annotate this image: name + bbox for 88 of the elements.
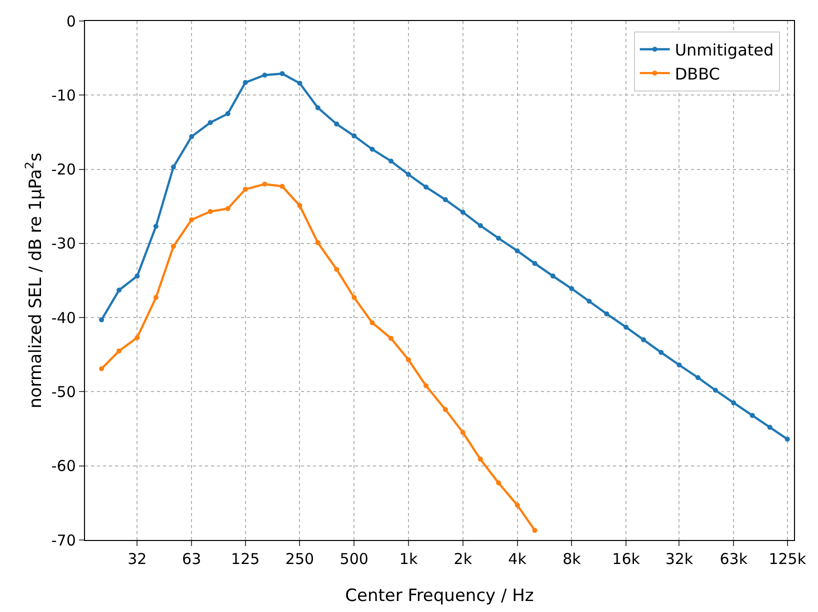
point	[496, 480, 502, 486]
point	[225, 111, 230, 116]
point	[641, 337, 646, 342]
point	[514, 248, 520, 254]
x-tick-label: 125	[231, 550, 260, 568]
point	[153, 295, 158, 300]
point	[170, 244, 176, 249]
point	[280, 184, 285, 189]
point	[658, 350, 664, 355]
point	[460, 430, 466, 435]
point	[225, 206, 230, 212]
legend-label: Unmitigated	[674, 40, 774, 60]
point	[242, 80, 248, 86]
y-tick-label: -70	[51, 531, 76, 550]
x-axis-title: Center Frequency / Hz	[345, 586, 534, 606]
point	[676, 362, 682, 368]
point	[406, 357, 412, 362]
point	[315, 240, 320, 246]
point	[315, 105, 320, 110]
x-tick-label: 1k	[399, 550, 418, 568]
point	[550, 274, 556, 279]
x-tick-label: 32k	[665, 550, 694, 568]
point	[388, 158, 394, 164]
point	[280, 71, 285, 76]
y-tick-label: -40	[51, 308, 76, 327]
point	[604, 311, 610, 316]
point	[750, 412, 755, 418]
x-tick-label: 2k	[454, 550, 472, 568]
point	[262, 182, 268, 187]
y-tick-label: 0	[66, 12, 76, 30]
point	[695, 375, 700, 380]
point	[116, 288, 122, 293]
point	[532, 528, 538, 533]
point	[532, 260, 538, 266]
point	[731, 400, 736, 406]
point	[242, 186, 248, 192]
x-tick-label: 8k	[562, 550, 582, 568]
point	[406, 172, 412, 177]
point	[262, 72, 268, 78]
point	[297, 80, 302, 86]
point	[424, 184, 429, 190]
point	[334, 266, 340, 272]
point	[424, 383, 429, 388]
point	[767, 424, 772, 430]
x-tick-label: 4k	[508, 550, 527, 568]
x-tick-label: 125k	[768, 550, 806, 568]
x-tick-label: 16k	[612, 550, 640, 568]
x-tick-label: 63	[182, 550, 202, 568]
point	[586, 298, 592, 304]
point	[712, 388, 718, 393]
y-tick-label: -60	[51, 457, 76, 476]
point	[514, 502, 520, 508]
y-tick-label: -50	[51, 382, 76, 401]
point	[153, 224, 158, 229]
y-tick-label: -10	[51, 86, 76, 104]
point	[134, 274, 140, 279]
point	[442, 197, 448, 202]
point	[99, 366, 104, 372]
point	[297, 203, 302, 208]
x-tick-label: 500	[340, 550, 368, 568]
y-tick-label: -30	[51, 234, 76, 253]
legend-label: DBBC	[674, 64, 720, 84]
point	[208, 209, 213, 214]
point	[208, 120, 213, 126]
point	[99, 317, 104, 322]
point	[189, 217, 194, 222]
point	[624, 324, 629, 330]
point	[496, 236, 502, 241]
point	[352, 295, 357, 300]
point	[370, 146, 375, 152]
x-tick-label: 63k	[720, 550, 748, 568]
point	[478, 456, 483, 462]
point	[352, 133, 357, 138]
x-tick-label: 250	[285, 550, 314, 568]
point	[189, 134, 194, 140]
point	[442, 407, 448, 412]
point	[478, 223, 483, 228]
point	[170, 164, 176, 170]
point	[460, 210, 466, 215]
x-tick-label: 32	[128, 550, 147, 568]
point	[569, 286, 574, 292]
point	[334, 122, 340, 127]
y-tick-label: -20	[51, 160, 76, 179]
point	[784, 436, 790, 442]
point	[388, 336, 394, 341]
point	[116, 348, 122, 354]
point	[134, 335, 140, 340]
point	[370, 320, 375, 326]
